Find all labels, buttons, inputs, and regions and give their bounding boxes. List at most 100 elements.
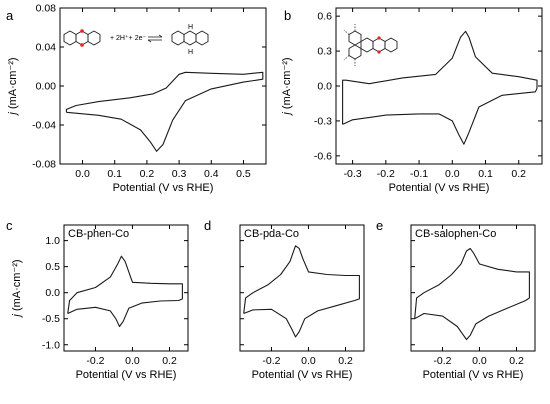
x-tick-label-a: 0.3: [172, 168, 187, 180]
y-axis-label-a: j (mA·cm⁻²): [7, 57, 19, 116]
plot-frame-c: [63, 224, 189, 352]
x-axis-label-e: Potential (V vs RHE): [423, 369, 524, 381]
cv-curve-a: [65, 71, 264, 152]
panel-letter-d: d: [204, 218, 211, 233]
x-tick-label-e: -0.2: [433, 355, 451, 367]
x-tick-label-d: -0.2: [262, 355, 280, 367]
nh-top-label: H: [188, 24, 193, 31]
series-label-c: CB-phen-Co: [68, 228, 129, 240]
y-tick-label-a: 0.08: [36, 3, 57, 15]
nitrogen-atom-1: [377, 36, 381, 40]
x-axis-label-a: Potential (V vs RHE): [113, 182, 214, 194]
dashed-bond-1: [343, 29, 350, 35]
series-label-d: CB-pda-Co: [244, 228, 299, 240]
reaction-text: + 2H⁺+ 2e⁻: [110, 34, 146, 42]
y-axis-label-unit-c: (mA·cm⁻²): [11, 259, 23, 314]
y-axis-label-c: j (mA·cm⁻²): [11, 259, 23, 318]
x-tick-label-a: 0.0: [75, 168, 90, 180]
x-tick-label-b: -0.2: [377, 168, 395, 180]
dihydrophenazine-center-ring: [183, 30, 197, 46]
y-tick-label-a: 0.04: [36, 42, 57, 54]
y-tick-label-a: 0.00: [36, 81, 57, 93]
fused-ring-molecule: [343, 24, 398, 66]
x-tick-label-c: -0.2: [86, 355, 104, 367]
dihydrophenazine-molecule: H H: [171, 24, 209, 56]
y-axis-label-b: j (mA·cm⁻²): [281, 57, 293, 116]
x-tick-label-a: 0.1: [107, 168, 122, 180]
y-tick-label-b: 0.3: [317, 46, 332, 58]
y-tick-label-b: -0.3: [314, 115, 332, 127]
ring-1: [348, 30, 362, 46]
panel-letter-b: b: [284, 8, 291, 23]
phenazine-molecule: [63, 29, 101, 47]
y-axis-label-j-a: j: [7, 112, 19, 117]
equilibrium-arrow: [147, 34, 163, 43]
ring-4: [372, 37, 386, 53]
nitrogen-bottom-atom: [80, 43, 84, 47]
cv-curve-e: [414, 247, 530, 341]
phenazine-left-ring: [63, 30, 77, 46]
dihydrophenazine-right-ring: [195, 30, 209, 46]
y-tick-label-b: 0.6: [317, 11, 332, 23]
y-tick-label-b: 0.0: [317, 81, 332, 93]
x-axis-label-d: Potential (V vs RHE): [252, 369, 353, 381]
panel-letter-c: c: [6, 218, 13, 233]
ring-3: [360, 37, 374, 53]
plot-frame-e: [410, 224, 536, 352]
cv-curve-d: [243, 245, 360, 338]
x-tick-label-b: -0.3: [344, 168, 362, 180]
panel-letter-e: e: [376, 218, 383, 233]
x-tick-label-c: 0.2: [162, 355, 177, 367]
y-tick-label-a: -0.04: [32, 120, 56, 132]
x-tick-label-b: 0.2: [511, 168, 526, 180]
x-tick-label-a: 0.4: [204, 168, 219, 180]
plot-frame-a: [59, 7, 267, 165]
reaction-inset: + 2H⁺+ 2e⁻ H H: [63, 24, 209, 56]
dashed-bond-2: [343, 55, 350, 61]
x-tick-label-a: 0.2: [140, 168, 155, 180]
y-tick-label-b: -0.6: [314, 150, 332, 162]
y-tick-label-c: -0.5: [42, 313, 60, 325]
molecule-inset-b: [343, 24, 398, 66]
nitrogen-top-atom: [80, 29, 84, 33]
x-tick-label-c: 0.0: [125, 355, 140, 367]
phenazine-center-ring: [75, 30, 89, 46]
ring-2: [348, 44, 362, 60]
x-tick-label-b: 0.1: [478, 168, 493, 180]
plot-frame-b: [335, 7, 543, 165]
panel-c: c -0.2 0.0 0.2 -1.0 -0.5 0.0 0.5 1.0 Potential (V…: [6, 218, 189, 381]
panel-b: b -0.3 -0.2 -0.1 0.0 0.1 0.2 -0.6 -0.3 0.0 0.3 0.6 P…: [281, 7, 543, 194]
y-tick-label-c: -1.0: [42, 339, 60, 351]
x-tick-label-e: 0.0: [472, 355, 487, 367]
plot-frame-d: [239, 224, 365, 352]
cv-curve-c: [67, 255, 183, 328]
y-axis-label-unit-a: (mA·cm⁻²): [7, 57, 19, 112]
y-tick-label-c: 0.0: [45, 287, 60, 299]
x-tick-label-a: 0.5: [236, 168, 251, 180]
x-tick-label-b: -0.1: [410, 168, 428, 180]
cv-curve-b: [342, 30, 538, 145]
y-tick-label-c: 0.5: [45, 261, 60, 273]
y-tick-label-c: 1.0: [45, 235, 60, 247]
panel-e: e -0.2 0.0 0.2 Potential (V vs RHE) CB-saloph…: [376, 218, 536, 381]
nh-bottom-label: H: [188, 49, 193, 56]
dihydrophenazine-left-ring: [171, 30, 185, 46]
y-axis-label-j-b: j: [281, 112, 293, 117]
y-axis-label-unit-b: (mA·cm⁻²): [281, 57, 293, 112]
panel-d: d -0.2 0.0 0.2 Potential (V vs RHE) CB-pda-Co: [204, 218, 365, 381]
x-tick-label-b: 0.0: [445, 168, 460, 180]
panels-layer: a 0.0 0.1 0.2 0.3 0.4 0.5 -0.08 -0.04 0.00 0.04 0.0…: [6, 3, 543, 381]
x-axis-label-b: Potential (V vs RHE): [389, 182, 490, 194]
nitrogen-atom-2: [377, 50, 381, 54]
ring-5: [384, 37, 398, 53]
x-tick-label-d: 0.0: [301, 355, 316, 367]
x-tick-label-d: 0.2: [338, 355, 353, 367]
y-axis-label-j-c: j: [11, 314, 23, 319]
y-tick-label-a: -0.08: [32, 159, 56, 171]
x-tick-label-e: 0.2: [509, 355, 524, 367]
panel-a: a 0.0 0.1 0.2 0.3 0.4 0.5 -0.08 -0.04 0.00 0.04 0.0…: [6, 3, 267, 194]
phenazine-right-ring: [87, 30, 101, 46]
series-label-e: CB-salophen-Co: [415, 228, 496, 240]
x-axis-label-c: Potential (V vs RHE): [76, 369, 177, 381]
